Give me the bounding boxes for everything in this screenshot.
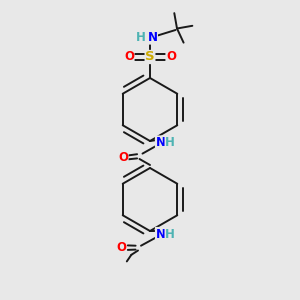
Text: O: O [166,50,176,64]
Text: N: N [147,31,158,44]
Text: O: O [118,151,128,164]
Text: H: H [165,136,175,149]
Text: S: S [145,50,155,64]
Text: H: H [136,31,145,44]
Text: N: N [155,136,166,149]
Text: H: H [165,227,175,241]
Text: O: O [116,241,126,254]
Text: O: O [124,50,134,64]
Text: N: N [155,227,166,241]
